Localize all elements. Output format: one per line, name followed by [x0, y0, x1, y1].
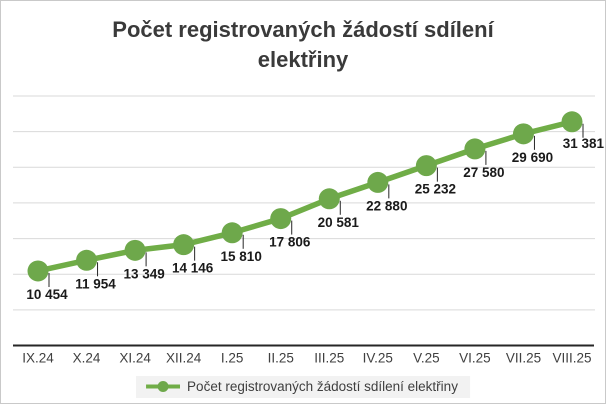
x-axis-label: XI.24	[119, 351, 151, 366]
data-label: 14 146	[172, 261, 214, 276]
data-label: 17 806	[269, 235, 311, 250]
data-point-marker	[76, 249, 98, 271]
legend: Počet registrovaných žádostí sdílení ele…	[136, 376, 470, 398]
data-point-marker	[464, 138, 486, 160]
x-axis-label: IX.24	[22, 351, 54, 366]
data-label: 22 880	[366, 198, 407, 213]
data-label: 10 454	[26, 287, 68, 302]
data-point-marker	[415, 155, 437, 177]
data-label: 27 580	[463, 165, 504, 180]
data-point-marker	[270, 208, 292, 230]
data-point-marker	[221, 222, 243, 244]
data-label: 11 954	[75, 276, 116, 291]
data-point-marker	[124, 239, 146, 261]
x-axis-label: V.25	[413, 351, 440, 366]
data-label: 15 810	[221, 249, 262, 264]
x-axis-label: II.25	[268, 351, 294, 366]
data-label: 25 232	[415, 182, 456, 197]
data-point-marker	[367, 171, 389, 193]
x-axis-label: I.25	[221, 351, 244, 366]
data-label: 29 690	[512, 150, 553, 165]
x-axis-label: VII.25	[506, 351, 541, 366]
data-point-marker	[173, 234, 195, 256]
data-label: 20 581	[318, 215, 360, 230]
x-axis-label: VI.25	[459, 351, 491, 366]
data-point-marker	[27, 260, 49, 282]
x-axis-label: IV.25	[363, 351, 393, 366]
data-point-marker	[561, 111, 583, 133]
x-axis-label: III.25	[314, 351, 344, 366]
data-label: 13 349	[123, 266, 164, 281]
x-axis-label: VIII.25	[552, 351, 591, 366]
legend-label: Počet registrovaných žádostí sdílení ele…	[187, 379, 458, 394]
legend-line-marker-icon	[146, 381, 181, 392]
chart-title: Počet registrovaných žádostí sdílení ele…	[112, 17, 494, 72]
data-label: 31 381	[563, 136, 605, 151]
x-axis-label: X.24	[73, 351, 101, 366]
data-point-marker	[318, 188, 340, 210]
x-axis-label: XII.24	[166, 351, 202, 366]
data-point-marker	[512, 123, 534, 145]
